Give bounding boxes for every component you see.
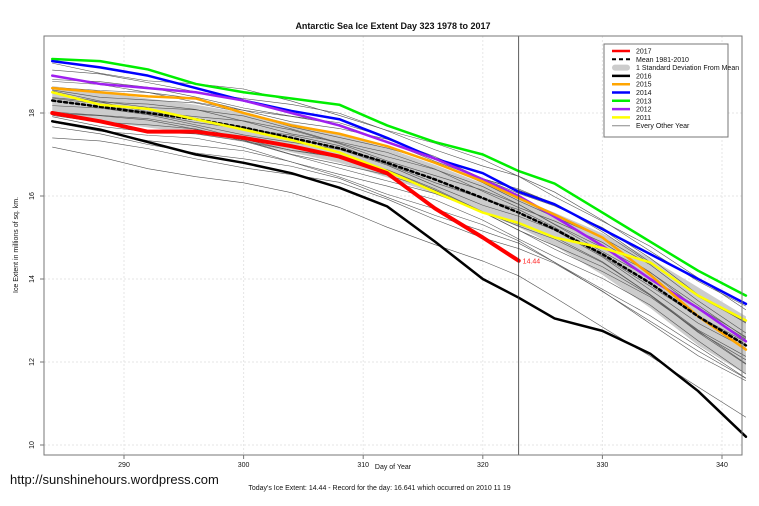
legend-label: 2015 (636, 82, 652, 89)
series-line-2011 (50, 91, 748, 322)
chart-title: Antarctic Sea Ice Extent Day 323 1978 to… (295, 21, 490, 31)
x-tick-label: 330 (597, 462, 609, 469)
y-tick-label: 16 (29, 192, 36, 200)
plot-frame (43, 35, 743, 456)
x-tick-label: 300 (238, 462, 250, 469)
x-axis: 290 300 310 320 330 340 (118, 455, 728, 469)
series-line-mean-1981-2010 (50, 99, 748, 347)
source-url: http://sunshinehours.wordpress.com (10, 472, 219, 487)
legend-label: 2012 (636, 107, 652, 114)
legend-label: Every Other Year (636, 123, 690, 130)
series-line-2014 (50, 59, 748, 306)
legend-label: 2016 (636, 73, 652, 80)
legend-label: 1 Standard Deviation From Mean (636, 65, 739, 72)
y-axis: 10 12 14 16 18 (29, 109, 44, 449)
other-year-line (52, 137, 747, 382)
y-tick-label: 18 (29, 109, 36, 117)
legend-label: Mean 1981-2010 (636, 57, 689, 64)
series-line-2016 (50, 120, 748, 438)
x-axis-label: Day of Year (375, 464, 412, 471)
std-dev-band (52, 86, 746, 375)
y-tick-label: 10 (29, 441, 36, 449)
other-year-line (52, 69, 747, 307)
series-line-2013 (50, 57, 748, 297)
legend-swatch (612, 64, 630, 71)
x-tick-label: 310 (357, 462, 369, 469)
x-tick-label: 340 (716, 462, 728, 469)
series-lines (50, 57, 748, 438)
x-tick-label: 320 (477, 462, 489, 469)
other-year-line (52, 105, 747, 349)
series-line-2017 (50, 111, 521, 263)
other-year-line (52, 90, 747, 339)
legend-label: 2013 (636, 98, 652, 105)
y-axis-label: Ice Extent in millions of sq. km. (13, 197, 20, 293)
legend-label: 2017 (636, 49, 652, 56)
y-tick-label: 12 (29, 358, 36, 366)
other-year-line (52, 111, 747, 361)
legend-box (603, 43, 729, 138)
other-year-line (52, 120, 747, 379)
y-tick-label: 14 (29, 275, 36, 283)
footer-caption: Today's Ice Extent: 14.44 - Record for t… (248, 485, 511, 492)
current-value-label: 14.44 (523, 259, 541, 266)
other-year-line (52, 98, 747, 343)
legend-label: 2014 (636, 90, 652, 97)
legend-label: 2011 (636, 115, 651, 122)
x-tick-label: 290 (118, 462, 130, 469)
series-line-2012 (50, 74, 748, 343)
